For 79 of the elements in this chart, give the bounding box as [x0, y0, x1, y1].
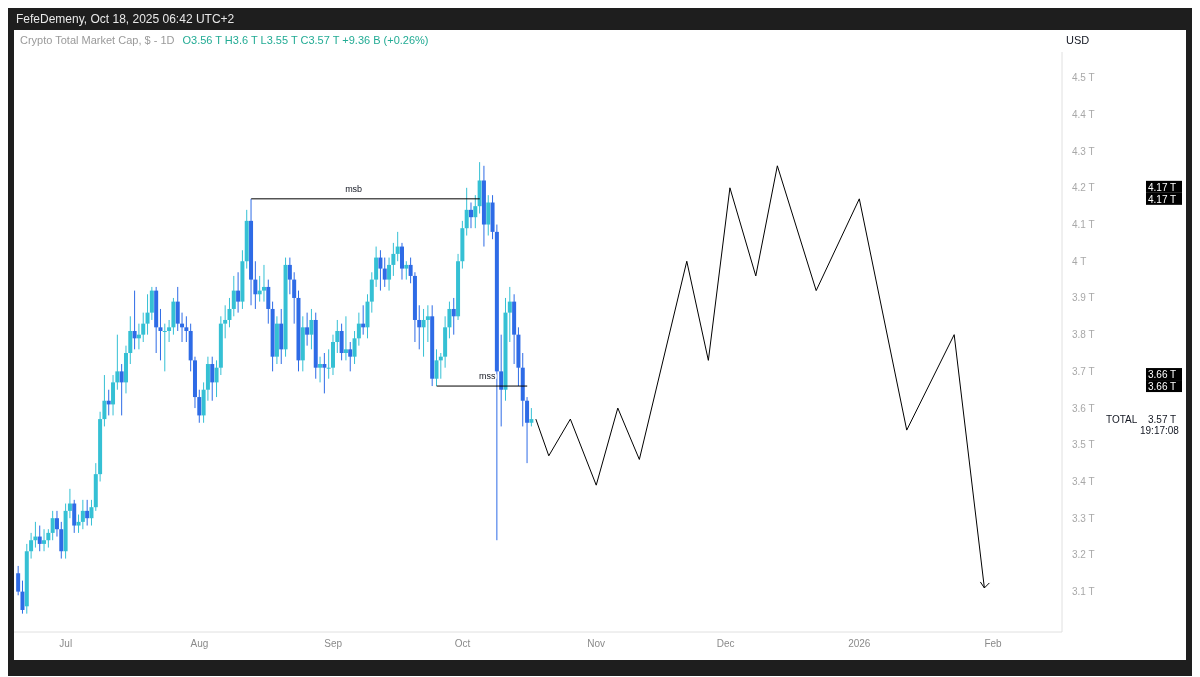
y-tick-label: 3.8 T — [1072, 329, 1095, 341]
y-tick-label: 3.4 T — [1072, 476, 1095, 488]
candlestick — [42, 528, 47, 552]
y-tick-label: 4.3 T — [1072, 145, 1095, 157]
y-tick-label: 3.7 T — [1072, 365, 1095, 377]
candlestick — [236, 271, 241, 314]
y-tick-label: 4.1 T — [1072, 219, 1095, 231]
y-tick-label: 4.2 T — [1072, 182, 1095, 194]
candlestick — [322, 352, 327, 394]
candlestick — [37, 525, 42, 552]
y-tick-label: 3.6 T — [1072, 402, 1095, 414]
candlestick — [162, 323, 167, 372]
candlestick — [421, 308, 426, 358]
candlestick — [348, 341, 353, 372]
candlestick — [469, 202, 473, 229]
candlestick — [434, 348, 439, 387]
text: 3.66 T — [1148, 369, 1177, 381]
text: 4.17 T — [1148, 181, 1177, 193]
y-tick-label: 3.1 T — [1072, 586, 1095, 598]
text: TOTAL — [1106, 414, 1138, 426]
chart-subtitle: O3.56 T H3.6 T L3.55 T C3.57 T +9.36 B (+0.26%) — [182, 34, 429, 46]
candlestick — [382, 257, 387, 288]
x-tick-label: Feb — [984, 638, 1003, 650]
annotation: mss — [479, 371, 497, 382]
text: FefeDemeny, Oct 18, 2025 06:42 UTC+2 — [16, 12, 235, 26]
candlestick — [473, 194, 478, 229]
annotation: msb — [345, 183, 363, 194]
candlestick — [395, 231, 400, 262]
candlestick — [72, 499, 77, 534]
candlestick — [339, 323, 344, 361]
y-axis-title: USD — [1066, 34, 1090, 46]
candlestick — [132, 290, 137, 350]
text: 19:17:08 — [1140, 425, 1180, 437]
candlestick — [111, 374, 116, 416]
y2-tick-label: 3.57 T — [1148, 414, 1177, 426]
x-tick-label: Aug — [190, 638, 209, 650]
candlestick — [464, 187, 469, 237]
candlestick — [50, 510, 55, 541]
x-tick-label: Oct — [454, 638, 471, 650]
candlestick — [287, 257, 292, 295]
candlestick — [119, 363, 124, 416]
candlestick — [80, 499, 85, 530]
candlestick — [231, 275, 236, 317]
y-tick-label: 3.2 T — [1072, 549, 1095, 561]
candlestick — [507, 286, 512, 343]
candlestick — [309, 308, 314, 350]
y-tick-label: 4.5 T — [1072, 72, 1095, 84]
candlestick — [261, 264, 266, 303]
candlestick — [378, 249, 383, 292]
candlestick — [486, 194, 491, 237]
candlestick — [343, 315, 348, 361]
candlestick — [399, 242, 404, 281]
y-tick-label: 4 T — [1072, 255, 1087, 267]
candlestick — [184, 315, 189, 343]
candlestick — [451, 297, 456, 336]
x-tick-label: Sep — [324, 638, 343, 650]
candlestick — [318, 356, 323, 383]
y-tick-label: 3.5 T — [1072, 439, 1095, 451]
x-tick-label: Dec — [716, 638, 735, 650]
y-tick-label: 4.4 T — [1072, 108, 1095, 120]
candlestick — [85, 499, 90, 527]
x-tick-label: 2026 — [848, 638, 871, 650]
candlestick — [404, 260, 409, 281]
candlestick — [266, 279, 271, 325]
y-tick-label: 3.9 T — [1072, 292, 1095, 304]
candlestick — [529, 407, 534, 427]
y2-tick-label: 4.17 T — [1148, 193, 1177, 205]
y-tick-label: 3.3 T — [1072, 512, 1095, 524]
candlestick — [46, 528, 51, 549]
y2-tick-label: 3.66 T — [1148, 381, 1177, 393]
chart-title: Crypto Total Market Cap, $ - 1D — [20, 34, 175, 46]
candlestick — [425, 304, 430, 343]
candlestick — [305, 312, 310, 347]
candlestick — [387, 257, 392, 292]
candlestick — [149, 286, 154, 321]
x-tick-label: Nov — [587, 638, 606, 650]
x-tick-label: Jul — [59, 638, 73, 650]
candlestick — [89, 499, 94, 527]
candlestick — [210, 356, 215, 402]
